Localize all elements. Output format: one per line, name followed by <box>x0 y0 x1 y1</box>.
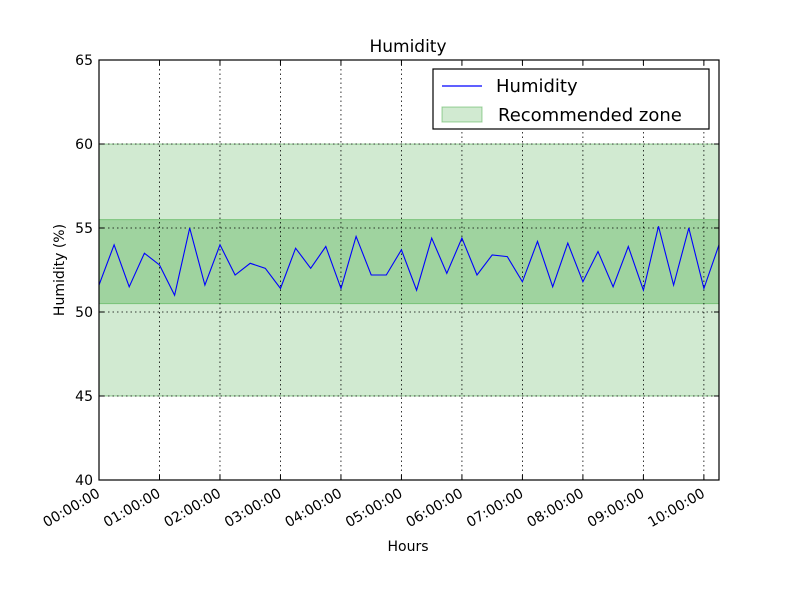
chart-title: Humidity <box>369 37 446 57</box>
legend-zone-label: Recommended zone <box>498 105 682 126</box>
legend-humidity-label: Humidity <box>496 76 578 97</box>
y-tick-label: 65 <box>75 53 93 69</box>
y-tick-label: 55 <box>75 221 93 237</box>
y-axis-label: Humidity (%) <box>52 224 68 316</box>
humidity-series-line <box>98 226 720 297</box>
x-axis-label: Hours <box>387 539 428 555</box>
plot-frame <box>98 59 720 481</box>
inner-zone-band <box>99 219 719 304</box>
legend-frame <box>432 68 710 130</box>
y-tick-label: 40 <box>75 473 93 489</box>
y-tick-label: 60 <box>75 137 93 153</box>
y-tick-label: 45 <box>75 389 93 405</box>
plot-area <box>98 59 720 481</box>
legend: Humidity Recommended zone <box>432 68 710 130</box>
legend-zone-swatch <box>441 106 483 123</box>
y-tick-label: 50 <box>75 305 93 321</box>
